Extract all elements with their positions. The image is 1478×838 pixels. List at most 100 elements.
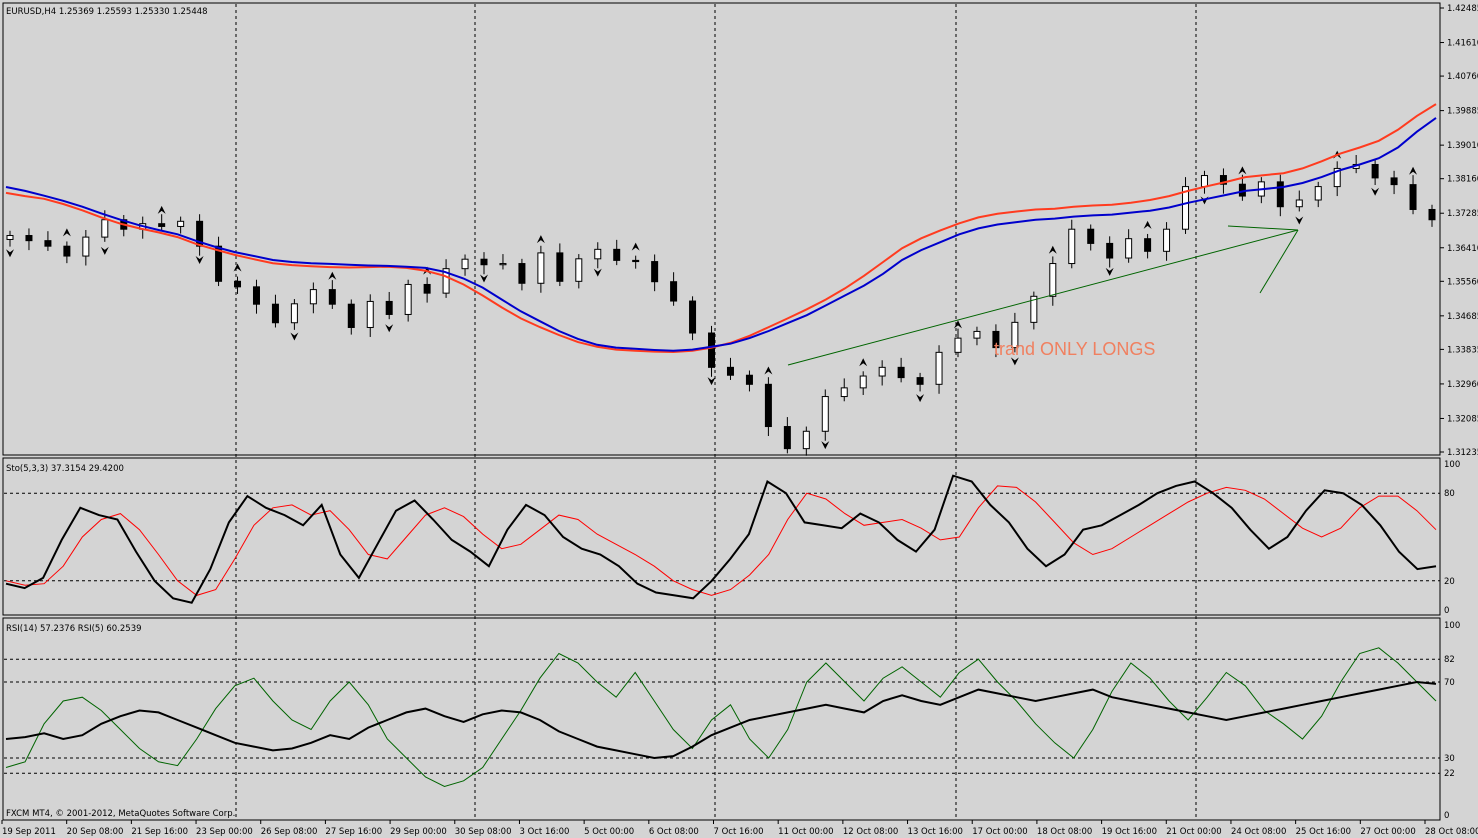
- price-tick-label: 1.39885: [1447, 107, 1478, 117]
- main-price-panel[interactable]: [2, 2, 1441, 456]
- time-tick-label: 18 Oct 08:00: [1037, 827, 1092, 837]
- time-tick-label: 24 Oct 08:00: [1231, 827, 1286, 837]
- time-tick-label: 25 Oct 16:00: [1296, 827, 1351, 837]
- price-tick-label: 1.38160: [1447, 175, 1478, 185]
- fractal-down-arrow-icon: [1295, 216, 1304, 225]
- time-tick-label: 12 Oct 08:00: [843, 827, 898, 837]
- candle-body: [6, 235, 14, 240]
- fractal-down-arrow-icon: [100, 246, 109, 255]
- price-axis: 1.42485 1.41610 1.40760 1.39885 1.39010 1.381…: [1440, 4, 1478, 458]
- candle-body: [992, 330, 1000, 349]
- candle-body: [63, 245, 71, 257]
- fractal-down-arrow-icon: [1371, 187, 1380, 196]
- time-tick-label: 26 Sep 08:00: [261, 827, 318, 837]
- candle-body: [859, 375, 867, 389]
- candle-body: [404, 283, 412, 315]
- candle-body: [821, 396, 829, 432]
- candle-body: [309, 289, 317, 305]
- candle-body: [328, 289, 336, 305]
- time-tick-label: 19 Oct 16:00: [1102, 827, 1157, 837]
- candle-body: [234, 280, 242, 288]
- rsi-lines: 100 82 70 30 22 0: [4, 621, 1460, 821]
- candle-body: [499, 263, 507, 266]
- candle-body: [954, 337, 962, 353]
- fractal-up-arrow-icon: [233, 263, 242, 272]
- candle-body: [897, 366, 905, 379]
- candle-body: [1333, 167, 1341, 188]
- price-tick-label: 1.41610: [1447, 39, 1478, 49]
- candle-body: [594, 248, 602, 260]
- price-tick-label: 1.36410: [1447, 244, 1478, 254]
- candle-body: [764, 383, 772, 428]
- fractal-down-arrow-icon: [1010, 357, 1019, 366]
- rsi-tick-label: 82: [1444, 655, 1455, 665]
- candle-body: [1030, 295, 1038, 323]
- candle-body: [1049, 263, 1057, 297]
- price-tick-label: 1.42485: [1447, 4, 1478, 14]
- candle-body: [1182, 186, 1190, 230]
- candle-body: [537, 252, 545, 284]
- rsi5-line: [5, 647, 1437, 788]
- candle-body: [44, 240, 52, 247]
- fractals: [6, 150, 1418, 450]
- time-tick-label: 11 Oct 00:00: [778, 827, 833, 837]
- price-tick-label: 1.32085: [1447, 414, 1478, 424]
- stoch-signal-line: [5, 485, 1437, 596]
- time-tick-label: 19 Sep 2011: [2, 827, 56, 837]
- candle-body: [708, 332, 716, 368]
- candle-body: [935, 351, 943, 385]
- price-tick-label: 1.39010: [1447, 141, 1478, 151]
- time-tick-label: 17 Oct 00:00: [972, 827, 1027, 837]
- price-tick-label: 1.40760: [1447, 72, 1478, 82]
- time-tick-label: 5 Oct 00:00: [584, 827, 634, 837]
- trend-annotation: trand ONLY LONGS: [994, 339, 1155, 359]
- candle-body: [1371, 163, 1379, 179]
- stochastic-panel[interactable]: [2, 457, 1441, 616]
- candle-body: [290, 303, 298, 324]
- fractal-down-arrow-icon: [707, 377, 716, 386]
- time-tick-label: 27 Sep 16:00: [325, 827, 382, 837]
- candle-body: [25, 235, 33, 242]
- rsi-panel-header: RSI(14) 57.2376 RSI(5) 60.2539: [6, 624, 142, 634]
- fractal-up-arrow-icon: [157, 205, 166, 214]
- fractal-down-arrow-icon: [821, 441, 830, 450]
- candle-body: [1144, 238, 1152, 252]
- candle-body: [745, 374, 753, 385]
- price-tick-label: 1.31235: [1447, 448, 1478, 458]
- fractal-down-arrow-icon: [480, 274, 488, 283]
- ema-slow-line: [5, 117, 1437, 352]
- candle-body: [651, 261, 659, 283]
- stoch-main-line: [5, 474, 1437, 604]
- candle-body: [1276, 181, 1284, 208]
- rsi-panel[interactable]: [2, 617, 1441, 821]
- time-tick-label: 21 Sep 16:00: [131, 827, 188, 837]
- candle-body: [973, 330, 981, 339]
- time-axis: 19 Sep 2011 20 Sep 08:00 21 Sep 16:00 23 Se…: [1, 820, 1478, 837]
- time-tick-label: 6 Oct 08:00: [649, 827, 699, 837]
- candle-body: [271, 303, 279, 324]
- time-tick-label: 13 Oct 16:00: [908, 827, 963, 837]
- fractal-down-arrow-icon: [195, 255, 204, 264]
- moving-averages: [5, 103, 1437, 354]
- candle-body: [1087, 228, 1095, 244]
- fractal-down-arrow-icon: [6, 249, 14, 258]
- candle-body: [1106, 242, 1114, 259]
- fractal-down-arrow-icon: [1105, 267, 1114, 276]
- candle-body: [385, 300, 393, 315]
- vertical-gridlines: [235, 4, 1197, 820]
- fractal-up-arrow-icon: [62, 228, 71, 237]
- fractal-up-arrow-icon: [631, 242, 640, 251]
- candle-body: [1219, 175, 1227, 185]
- price-tick-label: 1.34685: [1447, 312, 1478, 322]
- stoch-tick-label: 80: [1444, 489, 1455, 499]
- price-tick-label: 1.33835: [1447, 345, 1478, 355]
- candle-body: [670, 281, 678, 302]
- candle-body: [196, 220, 204, 247]
- fractal-down-arrow-icon: [916, 394, 925, 403]
- candle-body: [1314, 186, 1322, 201]
- candle-body: [82, 236, 90, 257]
- fractal-down-arrow-icon: [593, 268, 602, 277]
- rsi-tick-label: 30: [1444, 754, 1455, 764]
- candle-body: [1428, 208, 1436, 221]
